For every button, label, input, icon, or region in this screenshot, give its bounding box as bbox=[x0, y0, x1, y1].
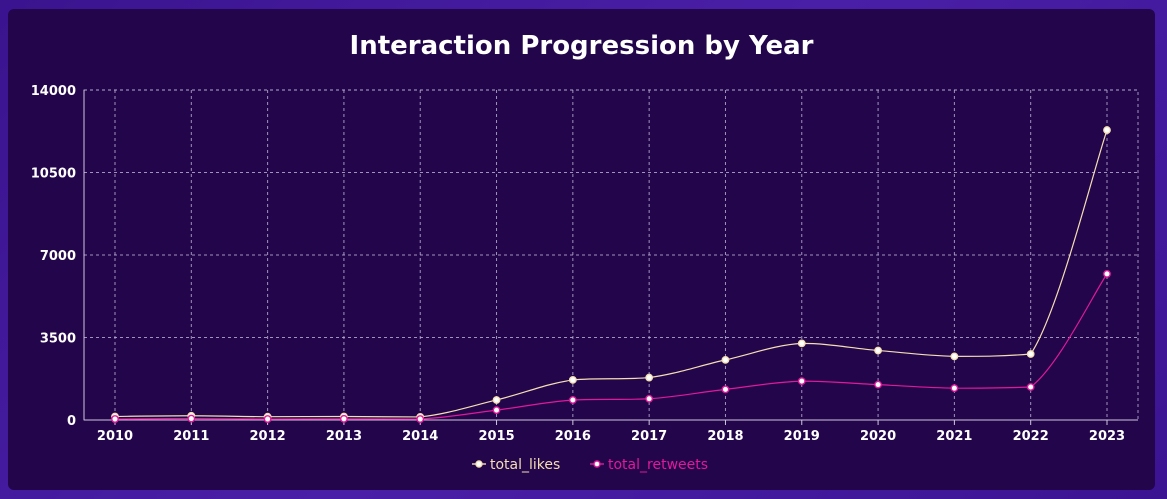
x-tick-label: 2022 bbox=[1013, 429, 1049, 444]
data-point-total_retweets bbox=[416, 415, 425, 423]
series-line-total_likes bbox=[114, 129, 1108, 418]
series-lines bbox=[114, 129, 1108, 420]
legend-label: total_retweets bbox=[608, 457, 708, 473]
y-tick-label: 10500 bbox=[31, 167, 76, 182]
data-point-total_retweets bbox=[1026, 383, 1035, 391]
data-point-total_retweets bbox=[263, 415, 272, 423]
chart-card: Interaction Progression by Year 0 3500 700… bbox=[8, 9, 1155, 490]
chart-title: Interaction Progression by Year bbox=[349, 31, 814, 61]
data-point-total_retweets bbox=[340, 414, 348, 423]
x-tick-label: 2013 bbox=[326, 429, 362, 444]
data-point-total_likes bbox=[1103, 126, 1111, 134]
data-point-total_likes bbox=[645, 373, 654, 382]
legend: total_likes total_retweets bbox=[472, 457, 708, 473]
x-tick-label: 2023 bbox=[1089, 429, 1125, 444]
data-point-total_retweets bbox=[187, 414, 196, 423]
y-tick-label: 3500 bbox=[40, 332, 76, 347]
data-point-total_retweets bbox=[492, 406, 501, 414]
legend-marker-dot bbox=[593, 460, 601, 468]
y-tick-label: 7000 bbox=[40, 249, 76, 264]
y-tick-label: 0 bbox=[67, 414, 76, 429]
data-point-total_retweets bbox=[568, 396, 577, 404]
data-point-total_retweets bbox=[1103, 269, 1111, 278]
data-point-total_likes bbox=[950, 352, 959, 361]
data-point-total_likes bbox=[492, 396, 501, 404]
data-point-total_likes bbox=[797, 339, 806, 348]
grid bbox=[83, 89, 1139, 421]
data-point-total_retweets bbox=[721, 385, 730, 394]
data-point-total_retweets bbox=[111, 415, 119, 423]
x-tick-label: 2020 bbox=[860, 429, 896, 444]
series-points bbox=[111, 126, 1111, 423]
legend-marker-dot bbox=[475, 460, 483, 468]
y-tick-label: 14000 bbox=[31, 84, 76, 99]
x-tick-label: 2012 bbox=[250, 429, 286, 444]
legend-label: total_likes bbox=[490, 457, 560, 473]
x-tick-label: 2011 bbox=[173, 429, 209, 444]
x-tick-label: 2016 bbox=[555, 429, 591, 444]
x-tick-label: 2019 bbox=[784, 429, 820, 444]
data-point-total_likes bbox=[568, 376, 577, 384]
data-point-total_likes bbox=[1026, 350, 1035, 358]
data-point-total_retweets bbox=[874, 380, 882, 389]
x-tick-label: 2010 bbox=[97, 429, 133, 444]
x-tick-label: 2017 bbox=[631, 429, 667, 444]
line-chart: 0 3500 7000 10500 14000 2010 2011 2012 2013 2014 2… bbox=[31, 84, 1139, 473]
data-point-total_retweets bbox=[950, 384, 959, 393]
x-tick-label: 2018 bbox=[707, 429, 743, 444]
data-point-total_retweets bbox=[797, 377, 806, 386]
series-line-total_retweets bbox=[114, 273, 1108, 420]
x-tick-label: 2014 bbox=[402, 429, 438, 444]
axes: 0 3500 7000 10500 14000 2010 2011 2012 2013 2014 2… bbox=[31, 84, 1138, 444]
data-point-total_likes bbox=[874, 346, 882, 355]
data-point-total_retweets bbox=[645, 394, 654, 403]
x-tick-label: 2015 bbox=[478, 429, 514, 444]
data-point-total_likes bbox=[721, 355, 730, 364]
x-tick-label: 2021 bbox=[936, 429, 972, 444]
